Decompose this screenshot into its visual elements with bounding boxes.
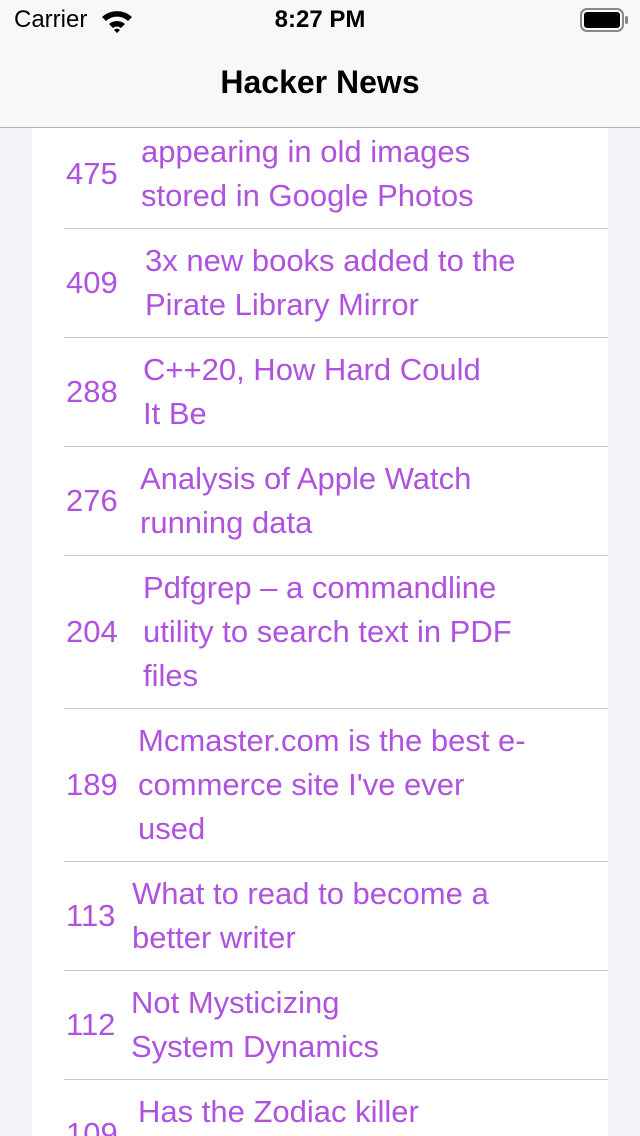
story-score[interactable]: 409 [66,264,118,300]
wifi-icon [102,11,132,33]
separator [64,861,608,862]
story-score[interactable]: 113 [66,897,116,933]
story-score[interactable]: 189 [66,766,118,802]
carrier: Carrier [14,6,88,33]
story-title[interactable]: 3x new books added to the [145,242,516,278]
separator [64,708,608,709]
story-title[interactable]: better writer [132,919,296,955]
separator [64,337,608,338]
time: 8:27 PM [274,6,366,33]
story-score[interactable]: 109 [66,1115,118,1136]
story-title[interactable]: System Dynamics [131,1028,380,1064]
separator [64,555,608,556]
separator [64,970,608,971]
story-title[interactable]: files [143,657,199,693]
list [32,0,608,1136]
story-title[interactable]: running data [140,504,313,540]
separator [64,446,608,447]
story-score[interactable]: 475 [66,155,118,191]
story-title[interactable]: utility to search text in PDF [143,613,512,649]
story-title[interactable]: appearing in old images [141,133,471,169]
story-score[interactable]: 288 [66,373,118,409]
story-score[interactable]: 112 [66,1006,116,1042]
story-title[interactable]: Pirate Library Mirror [145,286,419,322]
separator [64,228,608,229]
story-title[interactable]: What to read to become a [132,875,489,911]
story-title[interactable]: stored in Google Photos [141,177,474,213]
story-title[interactable]: Has the Zodiac killer [138,1093,419,1129]
nav-bar: Carrier 8:27 PM Hacker News [0,0,640,128]
nav-title: Hacker News [220,64,420,100]
separator [64,1079,608,1080]
story-title[interactable]: Analysis of Apple Watch [140,460,472,496]
story-title[interactable]: Pdfgrep – a commandline [143,569,497,605]
story-score[interactable]: 276 [66,482,118,518]
story-title[interactable]: C++20, How Hard Could [143,351,481,387]
story-title[interactable]: used [138,810,206,846]
story-score[interactable]: 204 [66,613,118,649]
battery-icon [580,8,628,32]
story-title[interactable]: Not Mysticizing [131,984,340,1020]
story-title[interactable]: commerce site I've ever [138,766,465,802]
story-title[interactable]: It Be [143,395,207,431]
story-title[interactable]: Mcmaster.com is the best e- [138,722,526,758]
